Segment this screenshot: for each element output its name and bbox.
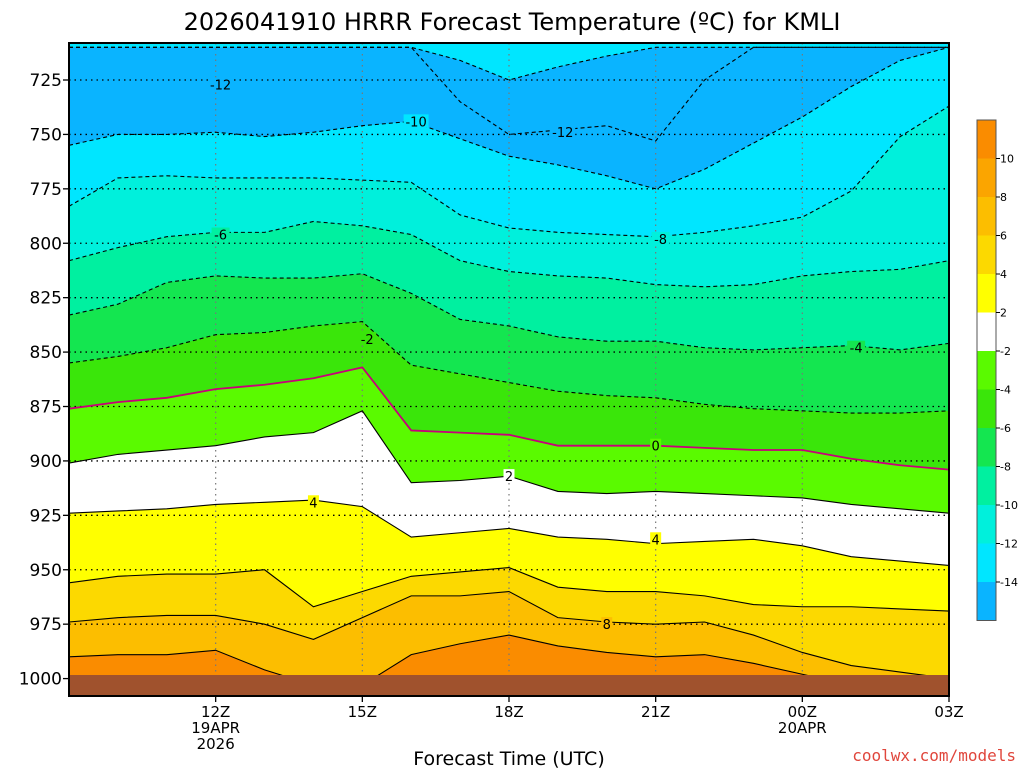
contour-label-bg [601, 617, 613, 631]
colorbar-swatch-3 [977, 235, 996, 275]
contour-label-bg [650, 438, 662, 452]
x-tick-label-19APR: 19APR [191, 719, 240, 737]
isotherm--8 [69, 105, 949, 238]
colorbar-label--6: -6 [1000, 422, 1011, 435]
contour-label-7: 0 [652, 440, 660, 455]
colorbar-swatch-4 [977, 274, 996, 313]
colorbar-swatch-9 [977, 466, 996, 506]
x-tick-label-20APR: 20APR [778, 719, 827, 737]
y-tick-label-800: 800 [30, 234, 62, 254]
colorbar-swatch-8 [977, 428, 996, 467]
colorbar-label--8: -8 [1000, 461, 1011, 474]
colorbar-swatch-0 [977, 120, 996, 159]
contour-label-9: 4 [309, 496, 317, 511]
y-tick-label-750: 750 [30, 125, 62, 145]
y-tick-label-975: 975 [30, 615, 62, 635]
x-tick-label-21Z: 21Z [641, 703, 670, 721]
contour-label-bg [503, 469, 515, 483]
contour-label-bg [358, 332, 377, 346]
contour-label-11: 8 [603, 618, 611, 633]
y-tick-label-950: 950 [30, 561, 62, 581]
contour-label-bg [307, 495, 319, 509]
isotherm--2 [69, 321, 949, 414]
watermark: coolwx.com/models [852, 746, 1016, 765]
colorbar-swatch-1 [977, 158, 996, 198]
x-tick-label-15Z: 15Z [348, 703, 377, 721]
contour-label-0: -12 [210, 78, 231, 93]
colorbar-swatch-7 [977, 389, 996, 429]
contour-label-10: 4 [652, 533, 660, 548]
ground-surface [69, 675, 949, 696]
y-tick-label-900: 900 [30, 452, 62, 472]
x-tick-label-03Z: 03Z [934, 703, 963, 721]
contour-label-bg [208, 77, 234, 91]
contour-label-5: -2 [361, 333, 374, 348]
contour-label-3: -6 [214, 229, 227, 244]
isotherm-0 [69, 366, 949, 471]
contour-label-8: 2 [505, 470, 513, 485]
y-tick-label-725: 725 [30, 71, 62, 91]
x-tick-label-00Z: 00Z [788, 703, 817, 721]
colorbar-swatch-10 [977, 505, 996, 544]
isotherm--4 [69, 273, 949, 351]
colorbar-label--10: -10 [1000, 499, 1018, 512]
isotherm-8 [69, 590, 949, 680]
colorbar-label--12: -12 [1000, 538, 1018, 551]
colorbar-frame [976, 119, 997, 621]
x-tick-label-18Z: 18Z [494, 703, 523, 721]
contour-label-bg [211, 227, 230, 241]
isotherm-6 [69, 567, 949, 612]
y-tick-label-850: 850 [30, 343, 62, 363]
y-tick-label-825: 825 [30, 289, 62, 309]
colorbar-swatch-5 [977, 312, 996, 352]
x-axis-label: Forecast Time (UTC) [413, 748, 604, 768]
colorbar-label-8: 8 [1000, 191, 1007, 204]
y-axis: 725 750 775 800 825 850 875 900 925 950 975 1000 [19, 71, 69, 690]
colorbar-swatch-12 [977, 582, 996, 621]
contour-label-bg [650, 532, 662, 546]
colorbar-legend: 10 8 6 4 2 -2 -4 -6 -8 -10 -12 -14 [976, 119, 1018, 621]
y-tick-label-1000: 1000 [19, 670, 62, 690]
y-tick-label-875: 875 [30, 398, 62, 418]
y-tick-label-925: 925 [30, 506, 62, 526]
isotherm-10 [69, 634, 949, 688]
colorbar-label--4: -4 [1000, 384, 1011, 397]
isotherm--14 [69, 46, 949, 81]
contour-label-bg [847, 340, 866, 354]
colorbar-label-2: 2 [1000, 307, 1007, 320]
contour-label-bg [651, 231, 670, 245]
x-tick-label-12Z: 12Z [201, 703, 230, 721]
plot-area: -12 -10 -12 -6 -8 -2 -4 0 2 4 4 8 [69, 43, 949, 696]
contour-label-1: -10 [405, 115, 426, 130]
isotherm--10 [69, 46, 949, 190]
colorbar-label-4: 4 [1000, 268, 1007, 281]
x-tick-label-2026: 2026 [197, 735, 235, 753]
contour-label-6: -4 [850, 342, 863, 357]
colorbar-label-10: 10 [1000, 153, 1014, 166]
isotherm-4 [69, 499, 949, 566]
contour-label-bg [403, 114, 429, 128]
colorbar-swatch-2 [977, 197, 996, 236]
chart-title: 2026041910 HRRR Forecast Temperature (ºC… [184, 8, 841, 36]
colorbar-swatch-6 [977, 351, 996, 390]
contour-label-bg [550, 125, 576, 139]
colorbar-label--2: -2 [1000, 345, 1011, 358]
y-tick-label-775: 775 [30, 180, 62, 200]
colorbar-label-6: 6 [1000, 230, 1007, 243]
colorbar-label--14: -14 [1000, 576, 1018, 589]
colorbar-swatch-11 [977, 543, 996, 583]
contour-label-2: -12 [552, 126, 573, 141]
contour-label-4: -8 [654, 233, 667, 248]
